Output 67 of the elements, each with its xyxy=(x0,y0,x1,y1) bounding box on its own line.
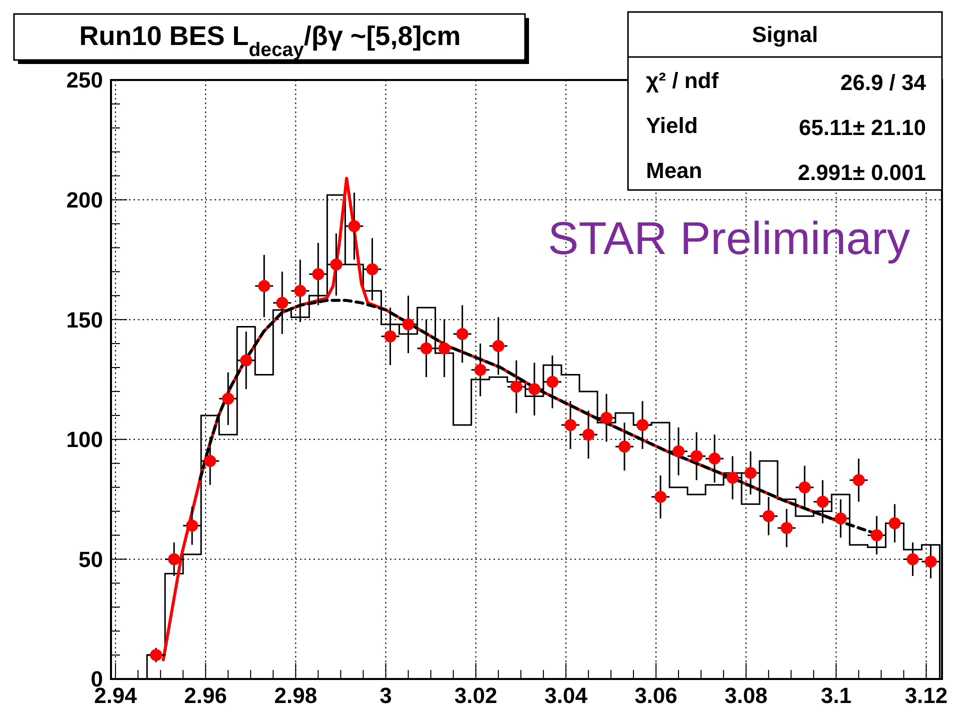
point xyxy=(330,258,342,270)
x-tick-label: 3.02 xyxy=(454,683,498,708)
point xyxy=(816,496,829,508)
point xyxy=(240,354,252,366)
point xyxy=(546,376,558,388)
point xyxy=(312,268,324,280)
point xyxy=(906,553,919,566)
point xyxy=(222,392,234,405)
text: Signal xyxy=(752,22,818,47)
point xyxy=(834,512,847,524)
point xyxy=(402,318,414,330)
x-tick-label: 3.04 xyxy=(544,683,588,708)
point xyxy=(600,412,612,424)
point xyxy=(438,342,450,354)
y-tick-label: 200 xyxy=(66,188,103,212)
y-tick-label: 250 xyxy=(66,68,103,93)
x-tick-label: 2.96 xyxy=(184,683,227,708)
point xyxy=(204,454,216,467)
annotation: 65.11± 21.10 xyxy=(798,115,926,140)
y-tick-label: 150 xyxy=(66,307,103,332)
x-tick-label: 3.12 xyxy=(904,683,948,708)
point xyxy=(150,649,162,662)
x-tick-label: 3.06 xyxy=(634,683,678,708)
point xyxy=(528,383,540,396)
point xyxy=(654,490,666,503)
point xyxy=(636,419,648,432)
annotation: χ² / ndf xyxy=(646,68,720,93)
point xyxy=(924,556,937,568)
point xyxy=(618,440,630,453)
point xyxy=(564,419,576,432)
annotation: 2.991± 0.001 xyxy=(798,160,926,185)
point xyxy=(168,553,180,566)
point xyxy=(510,380,522,393)
point xyxy=(690,450,703,462)
point xyxy=(870,529,883,542)
point xyxy=(456,328,468,340)
point xyxy=(366,263,378,276)
point xyxy=(726,472,739,484)
annotation: 26.9 / 34 xyxy=(840,70,927,95)
point xyxy=(492,340,504,352)
point xyxy=(708,452,721,465)
point xyxy=(780,522,793,534)
chart-title: Run10 BES L$_{decay}$/βγ ~[5,8]cm xyxy=(79,21,461,61)
point xyxy=(384,330,396,342)
point xyxy=(852,474,865,486)
annotation: STAR Preliminary xyxy=(548,212,910,264)
point xyxy=(474,364,486,376)
x-tick-label: 3 xyxy=(380,683,392,708)
point xyxy=(258,280,270,292)
point xyxy=(744,466,757,479)
point xyxy=(798,481,811,494)
point xyxy=(420,342,432,354)
point xyxy=(888,517,901,530)
x-tick-label: 2.98 xyxy=(274,683,318,708)
annotation: Mean xyxy=(646,158,702,183)
x-tick-label: 3.08 xyxy=(724,683,768,708)
x-tick-label: 3.1 xyxy=(820,683,852,708)
point xyxy=(762,510,775,522)
y-tick-label: 50 xyxy=(78,546,103,572)
point xyxy=(582,428,594,441)
point xyxy=(672,445,685,458)
point xyxy=(276,296,288,309)
y-tick-label: 100 xyxy=(66,427,103,452)
point xyxy=(186,520,198,532)
point xyxy=(294,284,306,297)
annotation: Yield xyxy=(646,113,698,138)
point xyxy=(348,220,360,232)
